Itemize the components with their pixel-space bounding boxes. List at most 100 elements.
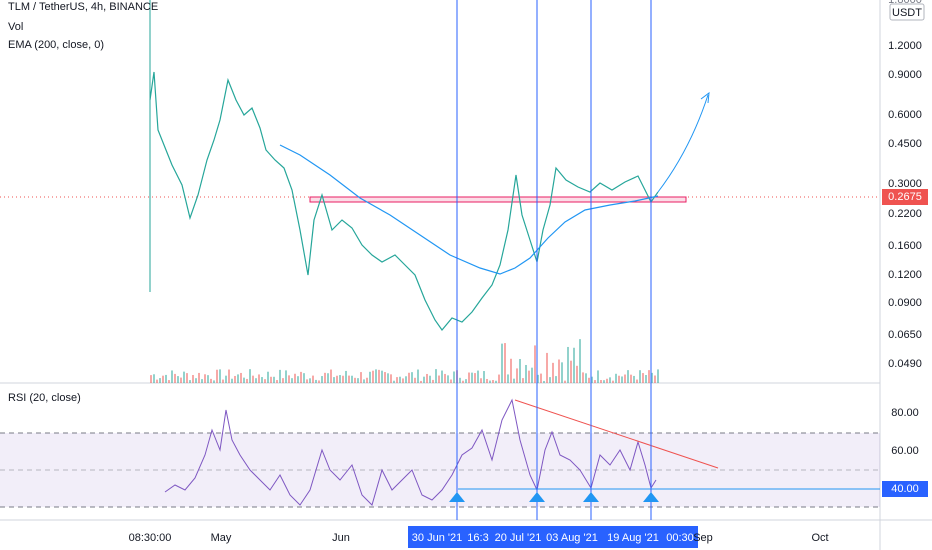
volume-bar xyxy=(300,371,302,383)
volume-bar xyxy=(573,347,575,383)
volume-bar xyxy=(252,375,254,383)
volume-bar xyxy=(177,376,179,383)
price-label: 1.2000 xyxy=(888,40,922,52)
time-label: Oct xyxy=(811,532,828,544)
volume-bar xyxy=(609,377,611,383)
price-label: 0.4500 xyxy=(888,138,922,150)
volume-bar xyxy=(243,377,245,383)
volume-bar xyxy=(654,375,656,383)
volume-bar xyxy=(204,374,206,383)
marker-date: 03 Aug '21 xyxy=(546,532,598,544)
volume-bar xyxy=(174,373,176,383)
volume-bar xyxy=(372,370,374,383)
volume-bar xyxy=(342,375,344,383)
volume-bar xyxy=(321,376,323,383)
volume-bar xyxy=(606,378,608,383)
volume-bar xyxy=(498,374,500,383)
volume-bar xyxy=(477,370,479,383)
volume-bar xyxy=(444,373,446,383)
price-label: 0.0490 xyxy=(888,358,922,370)
rsi-trendline xyxy=(514,399,719,469)
volume-bar xyxy=(207,375,209,383)
volume-bar xyxy=(426,373,428,383)
volume-bar xyxy=(531,367,533,383)
volume-bar xyxy=(543,380,545,383)
volume-bar xyxy=(156,379,158,383)
volume-bar xyxy=(276,380,278,383)
volume-bar xyxy=(429,375,431,383)
ema-line xyxy=(279,144,659,275)
price-series xyxy=(149,71,659,331)
volume-bar xyxy=(213,380,215,383)
volume-bar xyxy=(294,373,296,383)
volume-bar xyxy=(501,343,503,383)
volume-bar xyxy=(225,375,227,383)
volume-bar xyxy=(600,380,602,383)
volume-bar xyxy=(345,370,347,383)
volume-bar xyxy=(591,376,593,383)
volume-bar xyxy=(267,371,269,383)
volume-bar xyxy=(162,375,164,383)
volume-bar xyxy=(489,380,491,383)
volume-bar xyxy=(390,374,392,383)
volume-bar xyxy=(291,378,293,383)
volume-bar xyxy=(555,376,557,383)
volume-bar xyxy=(462,380,464,383)
currency-box[interactable] xyxy=(889,3,925,21)
volume-bar xyxy=(318,380,320,383)
price-label: 0.1600 xyxy=(888,240,922,252)
volume-bar xyxy=(261,377,263,383)
time-label: 08:30:00 xyxy=(129,532,172,544)
volume-bar xyxy=(513,378,515,383)
volume-bar xyxy=(657,369,659,383)
volume-bar xyxy=(474,373,476,383)
volume-bar xyxy=(396,377,398,383)
volume-bar xyxy=(264,379,266,383)
volume-bar xyxy=(528,370,530,383)
volume-bar xyxy=(183,371,185,383)
resistance-zone xyxy=(309,196,687,203)
volume-bar xyxy=(159,378,161,383)
volume-bar xyxy=(432,379,434,383)
volume-bar xyxy=(453,371,455,383)
volume-bar xyxy=(219,369,221,383)
arrow-head xyxy=(700,91,710,104)
volume-bar xyxy=(552,362,554,383)
volume-bar xyxy=(537,374,539,383)
forecast-arrow xyxy=(657,94,709,193)
volume-bar xyxy=(378,369,380,383)
volume-bar xyxy=(612,380,614,383)
volume-bar xyxy=(303,373,305,383)
volume-bar xyxy=(435,369,437,383)
volume-bar xyxy=(180,377,182,383)
volume-bar xyxy=(561,362,563,383)
volume-bar xyxy=(306,379,308,383)
volume-bar xyxy=(594,380,596,383)
volume-bar xyxy=(288,375,290,383)
price-label: 0.3000 xyxy=(888,178,922,190)
volume-bar xyxy=(375,369,377,383)
volume-bar xyxy=(189,380,191,383)
rsi-label: RSI (20, close) xyxy=(8,392,81,404)
vol-label: Vol xyxy=(8,21,23,33)
volume-bar xyxy=(618,375,620,383)
volume-bar xyxy=(447,375,449,383)
volume-bar xyxy=(222,379,224,383)
volume-bar xyxy=(153,374,155,383)
last-price-box xyxy=(882,189,928,205)
volume-bar xyxy=(231,378,233,383)
volume-bar xyxy=(648,370,650,383)
marker-date: 16:3 xyxy=(467,532,488,544)
volume-bar xyxy=(333,377,335,383)
volume-bar xyxy=(585,373,587,383)
volume-bar xyxy=(546,352,548,383)
volume-bar xyxy=(186,373,188,383)
volume-bar xyxy=(198,372,200,383)
price-label: 0.2200 xyxy=(888,208,922,220)
volume-bar xyxy=(327,373,329,383)
volume-bar xyxy=(249,369,251,383)
last-price: 0.2675 xyxy=(888,191,922,203)
volume-bar xyxy=(639,370,641,383)
currency[interactable]: USDT xyxy=(892,7,922,19)
